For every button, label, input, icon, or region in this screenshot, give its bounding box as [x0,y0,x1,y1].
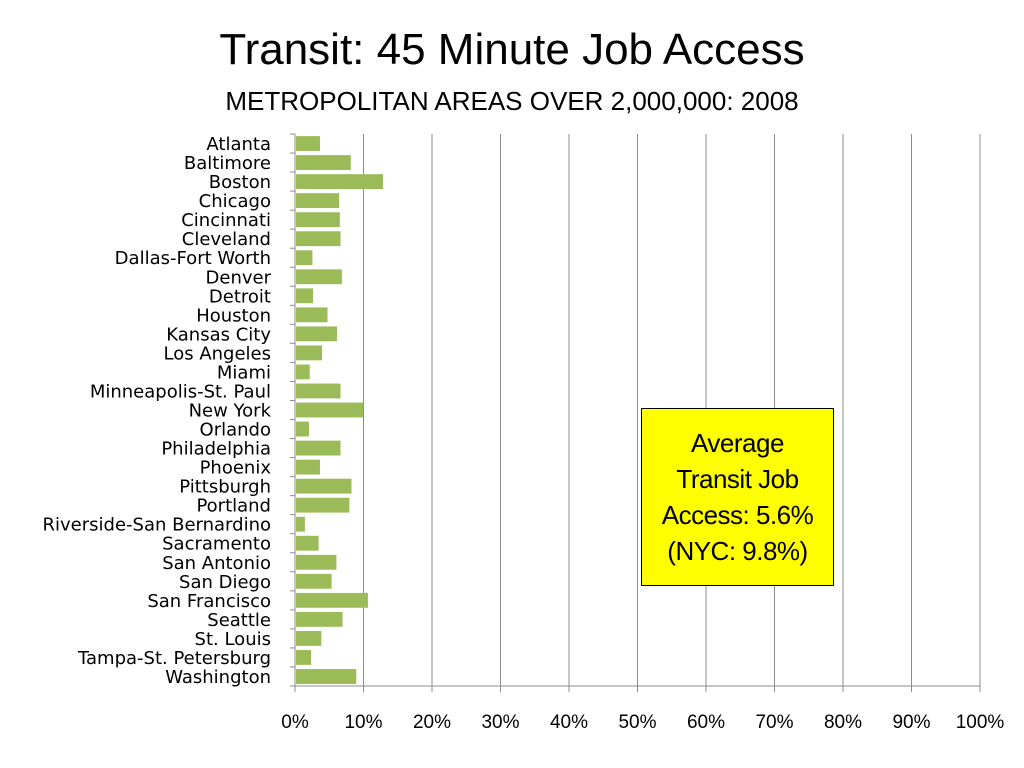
x-tick-label: 60% [687,712,725,733]
chart-title: Transit: 45 Minute Job Access [219,25,805,74]
category-label: Boston [209,172,271,193]
bar [296,573,332,589]
chart-subtitle: METROPOLITAN AREAS OVER 2,000,000: 2008 [225,86,799,116]
bar [296,650,312,665]
bar [296,307,328,323]
bar [296,402,364,418]
average-callout-box: Average Transit Job Access: 5.6% (NYC: 9… [641,408,834,586]
category-label: San Diego [179,572,271,593]
bar [296,478,352,494]
bar [296,497,350,513]
category-label: Philadelphia [161,439,271,460]
bar [296,592,368,608]
average-callout-text: Average Transit Job Access: 5.6% (NYC: 9… [661,428,814,566]
category-label: Denver [206,267,272,288]
x-tick-label: 40% [550,712,588,733]
bar [296,136,320,151]
category-label: Chicago [199,191,271,212]
category-label: Minneapolis-St. Paul [90,381,271,402]
bar [296,212,340,228]
bar [296,364,310,380]
category-label: Seattle [207,610,271,631]
bar [296,288,314,304]
bar [296,516,305,532]
bar [296,611,343,627]
bar [296,421,310,437]
bar [296,250,313,266]
category-label: San Antonio [162,553,271,574]
bar [296,440,341,456]
x-tick-label: 20% [413,712,451,733]
category-label: Cincinnati [181,210,271,231]
bar [296,326,338,342]
bar [296,231,341,247]
category-label: Orlando [200,420,271,441]
category-label: Los Angeles [164,343,272,364]
category-label: Dallas-Fort Worth [115,248,271,269]
x-tick-label: 50% [618,712,656,733]
bar [296,554,337,570]
bar [296,174,383,190]
bar [296,193,340,209]
category-label: Miami [217,362,271,383]
category-label: Pittsburgh [179,477,271,498]
category-label: Atlanta [206,134,271,155]
bar [296,630,322,646]
category-label: Phoenix [200,458,272,479]
x-tick-label: 70% [755,712,793,733]
x-tick-label: 90% [892,712,930,733]
x-tick-label: 0% [281,712,309,733]
category-label: Detroit [209,286,271,307]
category-label: Cleveland [182,229,271,250]
category-label: Portland [196,496,271,517]
bar [296,345,323,361]
category-label: Sacramento [162,534,271,555]
category-label: Riverside-San Bernardino [43,515,271,536]
category-label: New York [189,401,272,422]
x-tick-label: 10% [344,712,382,733]
category-label: Baltimore [184,153,271,174]
category-label: Houston [196,305,271,326]
bar [296,669,357,684]
category-label: Tampa-St. Petersburg [77,648,271,669]
x-tick-label: 100% [956,712,1005,733]
x-tick-label: 30% [481,712,519,733]
bar [296,383,341,399]
bar [296,155,351,170]
bar [296,269,342,285]
category-label: San Francisco [147,591,271,612]
category-label: St. Louis [195,629,271,650]
x-tick-label: 80% [824,712,862,733]
category-label: Washington [165,667,271,688]
category-label: Kansas City [166,324,271,345]
bar [296,535,319,551]
bar [296,459,320,475]
